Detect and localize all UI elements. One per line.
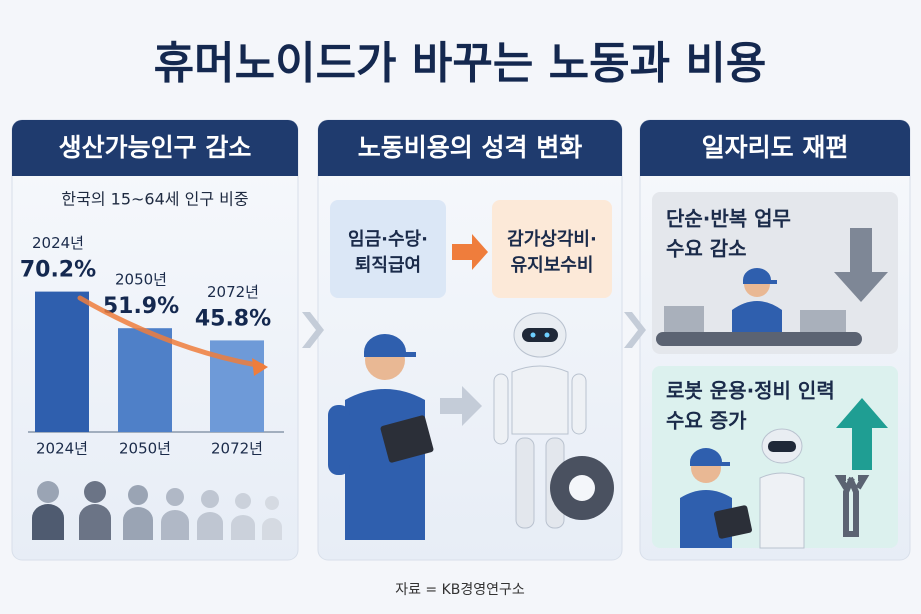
bar-year-label: 2024년 [32,234,84,252]
box-text: 수요 감소 [666,237,747,261]
bar-year-label: 2072년 [207,283,259,301]
grey-arrow [440,386,482,426]
trend-arrow-head [252,358,268,376]
value-label: 70.2% [20,258,96,283]
chevrons [302,312,646,348]
cost-box-after [492,200,612,298]
x-tick-label: 2024년 [36,440,88,458]
panel-header: 생산가능인구 감소 [59,133,252,162]
x-tick-label: 2050년 [119,440,171,458]
bar [35,291,89,432]
operator-illustration [680,428,870,549]
cost-box-before [330,200,446,298]
chart-subtitle: 한국의 15~64세 인구 비중 [61,190,248,209]
bar-year-label: 2050년 [115,271,167,289]
source: 자료 = KB경영연구소 [395,582,525,598]
people-icons [32,481,282,540]
worker-illustration [328,334,434,540]
trend-arrow [77,295,265,369]
panel-header: 일자리도 재편 [702,133,849,162]
box-text: 단순·반복 업무 [666,207,791,231]
box-text: 수요 증가 [666,409,747,433]
up-arrow [836,398,888,470]
down-arrow [834,228,888,302]
x-tick-label: 2072년 [211,440,263,458]
bar [118,328,172,432]
box-text: 임금·수당· [348,229,428,250]
box-text: 로봇 운용·정비 인력 [666,379,835,403]
box-text: 감가상각비· [507,229,597,250]
orange-arrow [452,234,488,270]
conveyor-illustration [656,268,862,346]
main-title: 휴머노이드가 바꾸는 노동과 비용 [154,38,767,89]
robot-illustration [493,312,614,529]
panel-header: 노동비용의 성격 변화 [358,133,582,162]
box-text: 유지보수비 [511,255,594,276]
value-label: 45.8% [195,306,271,331]
box-text: 퇴직급여 [355,255,421,276]
